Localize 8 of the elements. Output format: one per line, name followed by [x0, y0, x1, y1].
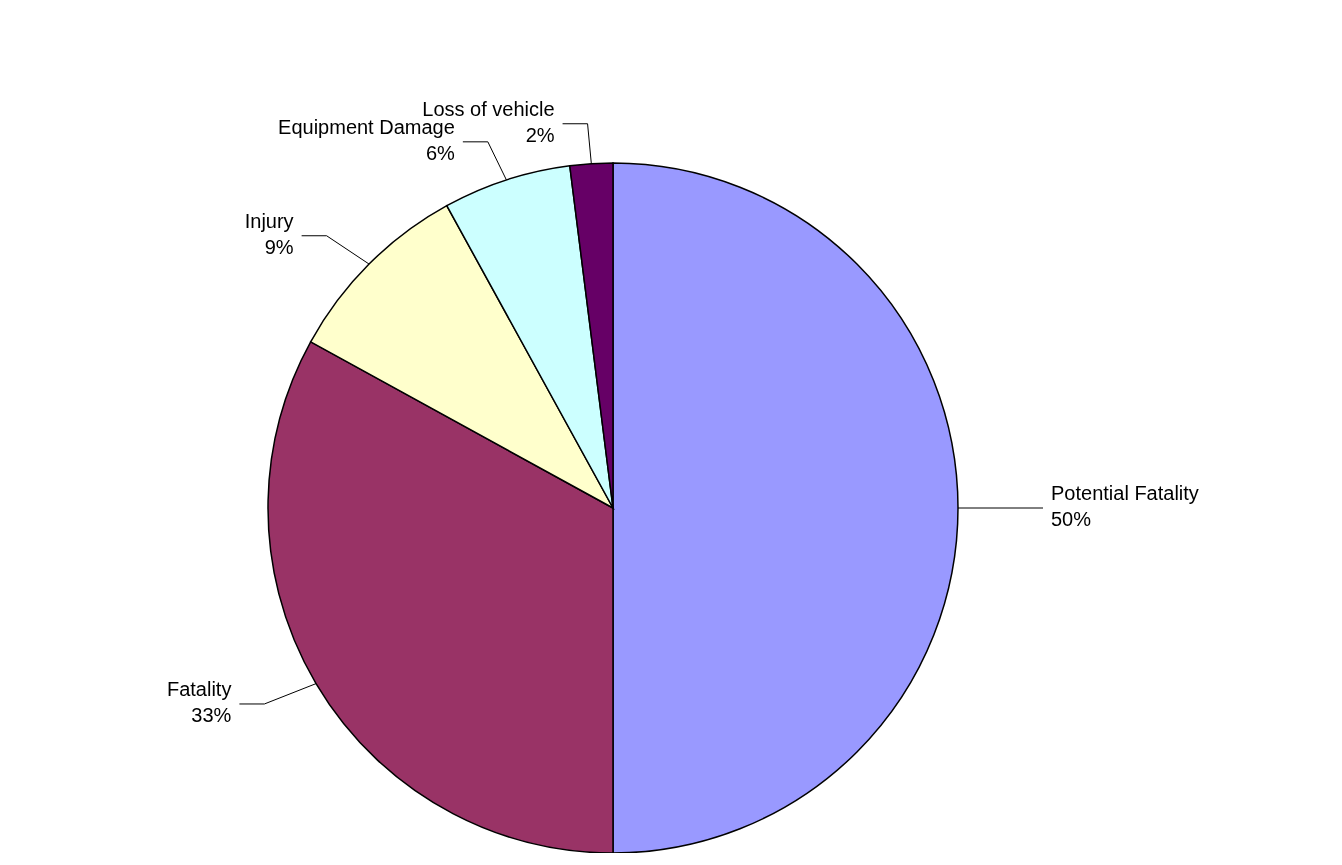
slice-label: Injury — [244, 209, 294, 232]
data-label: 9% — [264, 235, 294, 258]
data-label: 6% — [425, 141, 456, 164]
slice-label: Potential Fatality — [1051, 482, 1199, 504]
slice-label: Fatality — [166, 677, 232, 700]
data-label: 33% — [191, 703, 232, 726]
data-label: 50% — [1051, 508, 1092, 530]
data-label: 2% — [525, 123, 555, 146]
